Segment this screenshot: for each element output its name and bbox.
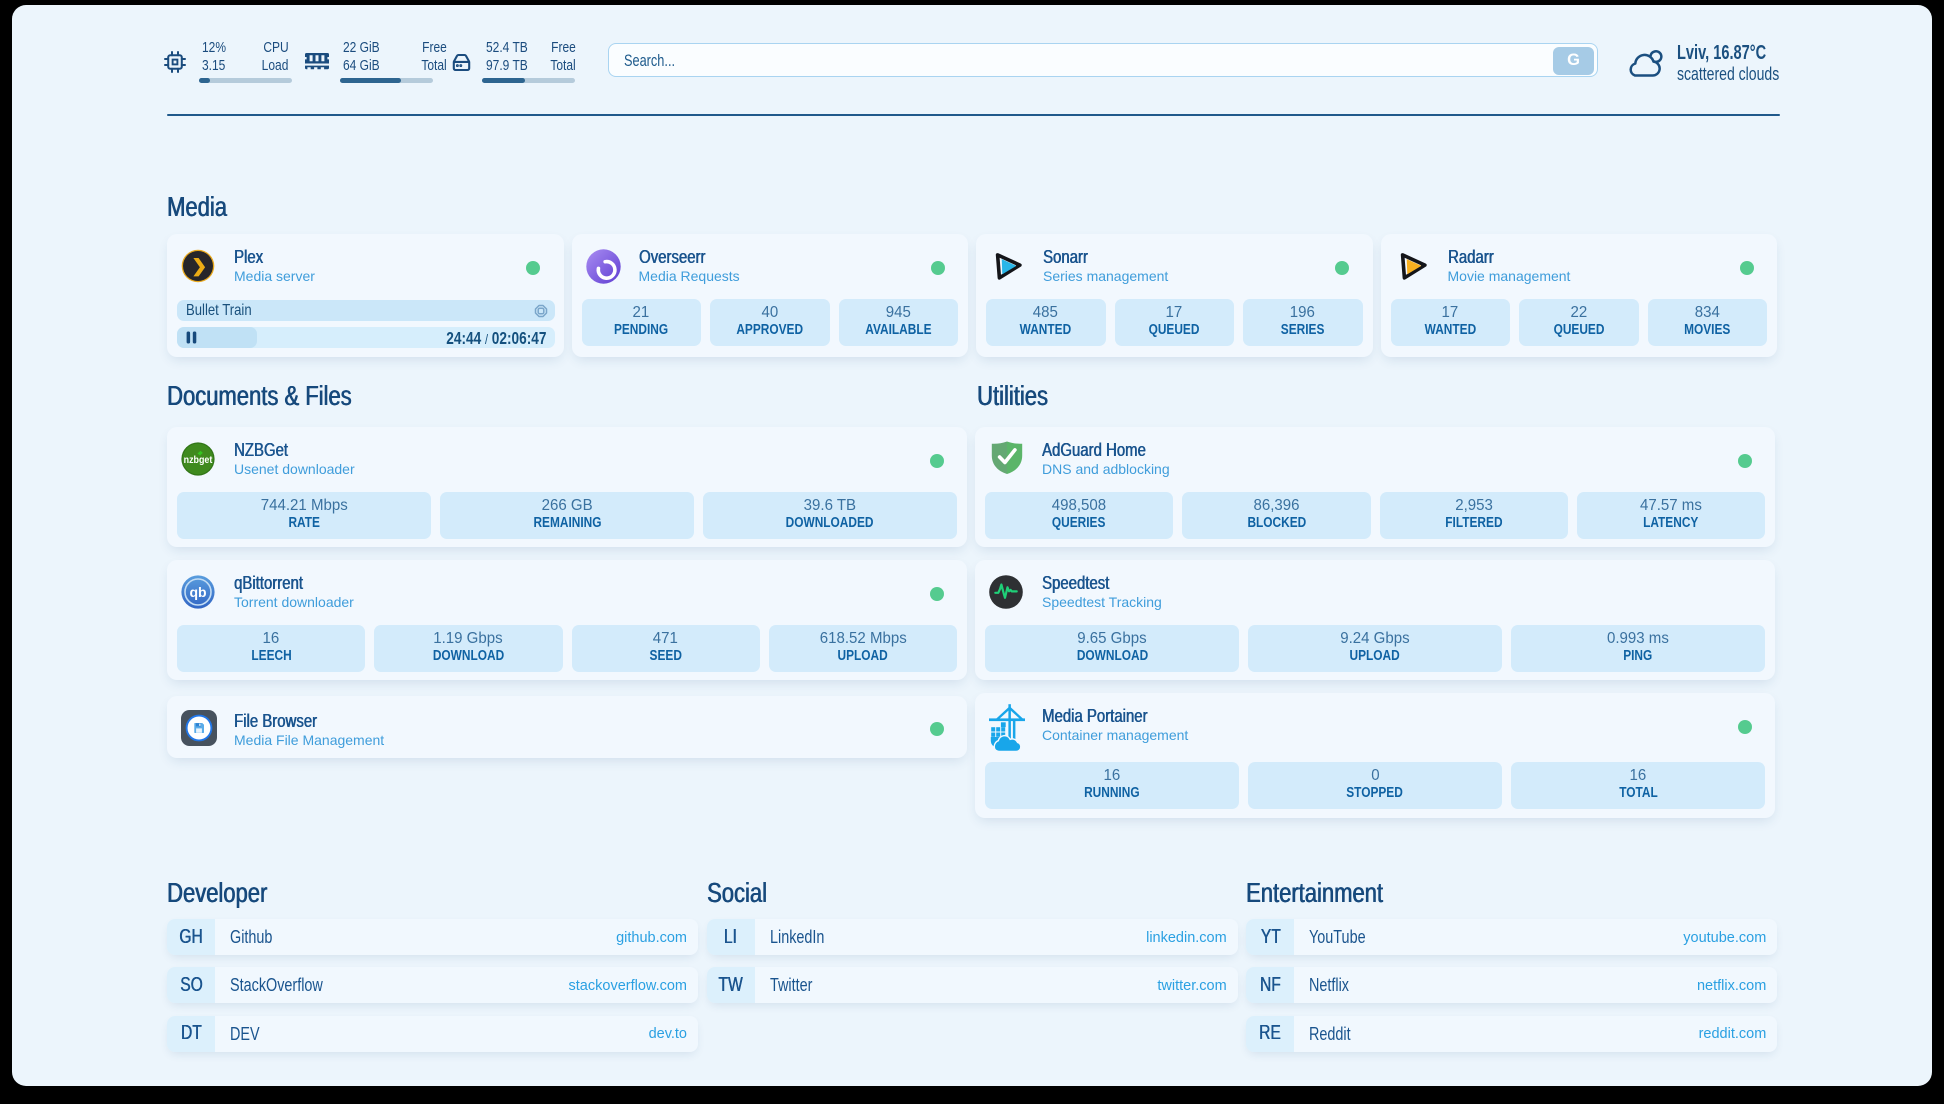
svg-text:qb: qb bbox=[189, 584, 206, 600]
svg-text:nzbget: nzbget bbox=[184, 454, 213, 466]
